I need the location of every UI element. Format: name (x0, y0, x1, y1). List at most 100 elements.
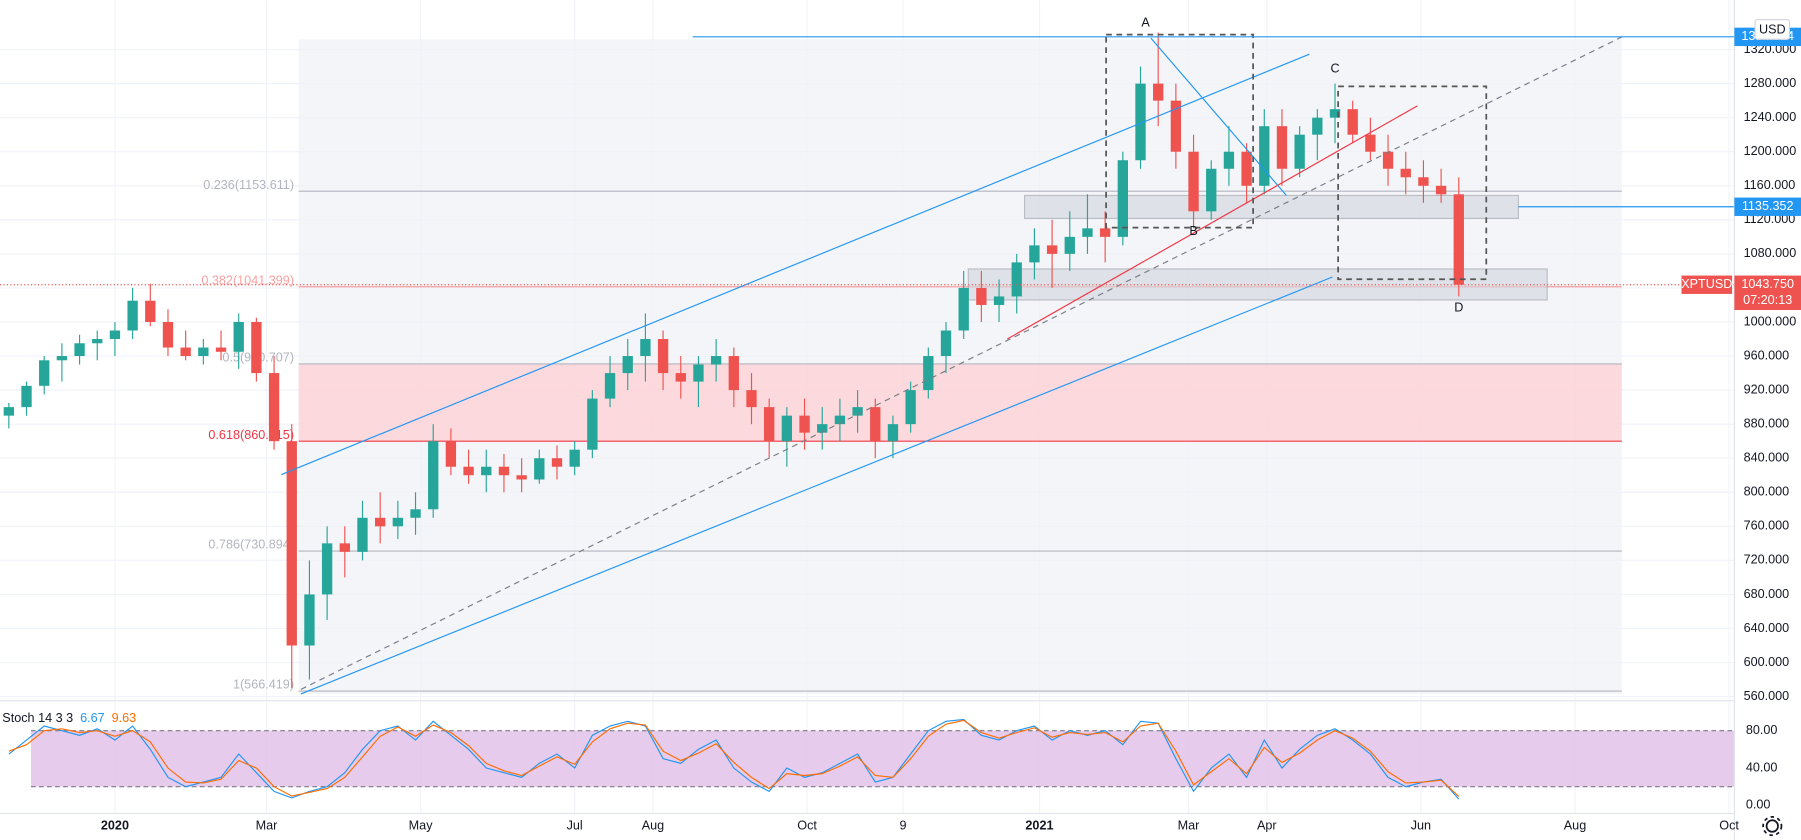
candle-body (976, 287, 987, 305)
candle-body (3, 407, 15, 416)
candle-body (1382, 151, 1394, 169)
candle-body (1206, 168, 1217, 212)
candle-body (145, 300, 156, 322)
candle-body (1153, 83, 1164, 101)
candle-body (392, 517, 404, 527)
candle-body (1365, 134, 1376, 152)
x-tick-label: Jul (567, 818, 583, 832)
x-tick-label: Aug (642, 818, 664, 832)
candle-body (728, 356, 739, 391)
candle-body (958, 287, 969, 331)
candle-body (817, 424, 828, 433)
y-tick-label: 1280.000 (1744, 76, 1797, 90)
y-tick-label: 760.000 (1744, 519, 1790, 533)
stoch-band (31, 730, 1735, 787)
candle-body (215, 347, 227, 352)
y-tick-label: 80.00 (1746, 723, 1778, 737)
y-tick-label: 560.000 (1744, 689, 1790, 703)
candle-body (764, 407, 775, 442)
channel-line (300, 276, 1333, 695)
x-tick-label: Oct (797, 818, 817, 832)
candle-body (1170, 100, 1182, 152)
x-tick-label: 9 (900, 818, 907, 832)
candle-body (445, 441, 457, 467)
y-tick-label: 680.000 (1744, 587, 1790, 601)
candle-body (887, 424, 899, 442)
fib-label: 0.618(860.015) (208, 428, 294, 442)
x-tick-label: Aug (1564, 818, 1586, 832)
candle-body (92, 339, 103, 344)
candle-body (1223, 151, 1235, 169)
symbol-label: XPTUSD (1681, 277, 1732, 291)
fib-label: 0.382(1041.399) (201, 273, 294, 287)
pattern-box (1337, 85, 1488, 281)
candle-body (551, 458, 563, 467)
candle-body (1011, 262, 1022, 297)
x-tick-label: May (409, 818, 434, 832)
candle-body (162, 321, 174, 348)
candle-body (1329, 109, 1341, 118)
pattern-label: B (1189, 224, 1197, 238)
candle-body (198, 347, 209, 357)
candle-body (321, 543, 333, 595)
x-tick-label: Jun (1411, 818, 1431, 832)
candle-body (1435, 185, 1447, 195)
trend-line (300, 36, 1623, 690)
fib-label: 0.786(730.894) (208, 538, 294, 552)
price-tag (1734, 197, 1801, 216)
candle-body (604, 373, 616, 399)
candle-body (1135, 83, 1146, 161)
candle-body (1117, 160, 1128, 237)
candle-body (410, 509, 421, 518)
y-tick-label: 40.00 (1746, 760, 1778, 774)
y-tick-label: 1000.000 (1744, 314, 1797, 328)
candle-body (1099, 228, 1111, 237)
candle-body (251, 321, 262, 374)
candle-body (56, 356, 68, 361)
candle-body (339, 543, 350, 552)
settings-icon[interactable] (1762, 815, 1783, 837)
legend-item: 9.63 (112, 712, 137, 726)
candle-body (1347, 109, 1358, 135)
channel-line (281, 53, 1310, 476)
y-tick-label: 640.000 (1744, 621, 1790, 635)
y-tick-label: 600.000 (1744, 655, 1790, 669)
candle-body (233, 321, 244, 352)
last-price-tag (1734, 275, 1801, 311)
pattern-label: D (1454, 301, 1463, 315)
fib-zone (298, 363, 1622, 442)
x-tick-label: 2020 (101, 818, 129, 832)
candle-body (622, 356, 633, 374)
candle-body (375, 517, 386, 527)
candle-body (1259, 126, 1270, 186)
stoch-legend: Stoch 14 3 3 6.67 9.63 (2, 712, 136, 726)
price-axis (1734, 0, 1801, 840)
candle-body (498, 466, 510, 476)
candle-body (1276, 126, 1288, 169)
trend-line (1007, 105, 1418, 340)
pattern-label: C (1330, 61, 1339, 75)
candle-body (870, 407, 881, 442)
overlay: A B C D Stoch 14 3 3 6.67 9.63 (0, 16, 1735, 800)
y-tick-label: 960.000 (1744, 348, 1790, 362)
x-tick-label: Apr (1257, 818, 1277, 832)
candle-body (905, 390, 916, 425)
candle-body (587, 398, 598, 450)
candle-body (781, 415, 793, 442)
candle-body (1064, 236, 1075, 254)
candle-body (268, 373, 280, 442)
zone-box (1023, 194, 1520, 219)
y-tick-label: 1200.000 (1744, 144, 1797, 158)
last-price-label: 1043.750 (1741, 277, 1794, 291)
candle-body (127, 300, 138, 331)
currency: USD (1759, 22, 1786, 36)
y-tick-label: 1080.000 (1744, 246, 1797, 260)
candle-body (693, 364, 704, 382)
y-tick-label: 920.000 (1744, 382, 1790, 396)
price-tag-label: 1135.352 (1742, 199, 1794, 213)
candle-body (993, 296, 1005, 305)
y-tick-label: 0.00 (1746, 798, 1771, 812)
currency-box (1754, 19, 1791, 40)
candle-body (940, 330, 952, 357)
